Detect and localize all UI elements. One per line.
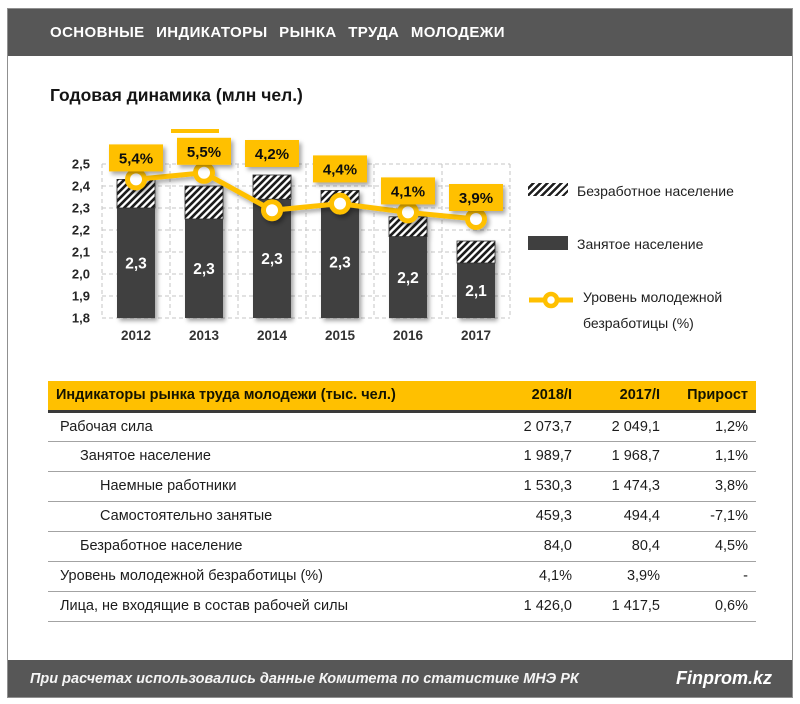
row-label: Безработное население [48,531,488,562]
col-header-growth: Прирост [668,381,756,413]
value-growth: 1,1% [668,441,756,472]
legend-label: Безработное население [577,183,734,199]
brand-logo: Finprom.kz [675,668,772,688]
table-title: Индикаторы рынка труда молодежи (тыс. че… [48,381,488,413]
value-growth: 0,6% [668,591,756,622]
value-growth: 4,5% [668,531,756,562]
svg-text:2014: 2014 [257,328,288,343]
value-growth: 1,2% [668,411,756,442]
svg-text:2,2: 2,2 [397,270,419,287]
table-row: Безработное население 84,0 80,4 4,5% [48,531,756,562]
svg-text:5,4%: 5,4% [119,150,153,167]
table-row: Занятое население 1 989,7 1 968,7 1,1% [48,441,756,472]
chart-legend: Безработное население Занятое население … [528,179,773,336]
svg-text:2015: 2015 [325,328,356,343]
row-label: Наемные работники [48,471,488,502]
svg-text:2,3: 2,3 [72,201,90,216]
value-2018: 1 530,3 [488,471,580,502]
svg-text:2,3: 2,3 [125,256,147,273]
value-2018: 4,1% [488,561,580,592]
value-2017: 2 049,1 [580,411,668,442]
svg-text:2012: 2012 [121,328,151,343]
table-row: Наемные работники 1 530,3 1 474,3 3,8% [48,471,756,502]
page-title: ОСНОВНЫЕ ИНДИКАТОРЫ РЫНКА ТРУДА МОЛОДЕЖИ [50,24,505,41]
svg-text:2,1: 2,1 [465,283,487,300]
line-marker-swatch-icon [529,292,573,309]
table-row: Рабочая сила 2 073,7 2 049,1 1,2% [48,411,756,442]
col-header-2017: 2017/I [580,381,668,413]
footer-bar: При расчетах использовались данные Комит… [8,660,792,697]
value-growth: 3,8% [668,471,756,502]
value-growth: - [668,561,756,592]
svg-text:1,8: 1,8 [72,311,90,326]
value-growth: -7,1% [668,501,756,532]
value-2017: 1 474,3 [580,471,668,502]
svg-text:4,1%: 4,1% [391,183,425,200]
svg-text:4,2%: 4,2% [255,146,289,163]
value-2017: 1 417,5 [580,591,668,622]
svg-text:2,3: 2,3 [261,251,283,268]
svg-text:2,3: 2,3 [329,254,351,271]
combo-chart: 2,5 2,4 2,3 2,2 2,1 2,0 1,9 1,8 2,3 2012 2,3 2013 2,… [72,137,511,343]
svg-text:2,1: 2,1 [72,245,90,260]
title-accent-line [171,129,219,133]
solid-swatch-icon [528,236,568,251]
svg-text:2,3: 2,3 [193,261,215,278]
value-2017: 80,4 [580,531,668,562]
legend-label: Уровень молодежной безработицы (%) [583,289,723,331]
svg-text:1,9: 1,9 [72,289,90,304]
row-label: Лица, не входящие в состав рабочей силы [48,591,488,622]
svg-text:2016: 2016 [393,328,424,343]
value-2018: 1 426,0 [488,591,580,622]
legend-item-employed: Занятое население [528,232,773,257]
legend-item-unemployed: Безработное население [528,179,773,204]
row-label: Самостоятельно занятые [48,501,488,532]
value-2018: 459,3 [488,501,580,532]
table-header-row: Индикаторы рынка труда молодежи (тыс. че… [48,381,756,413]
svg-text:2017: 2017 [461,328,491,343]
source-note: При расчетах использовались данные Комит… [30,670,579,687]
infographic-frame: ОСНОВНЫЕ ИНДИКАТОРЫ РЫНКА ТРУДА МОЛОДЕЖИ… [7,8,793,698]
legend-label: Занятое население [577,236,704,253]
table-row: Лица, не входящие в состав рабочей силы 1… [48,591,756,622]
row-label: Уровень молодежной безработицы (%) [48,561,488,592]
value-2018: 1 989,7 [488,441,580,472]
svg-text:2,0: 2,0 [72,267,90,282]
svg-text:4,4%: 4,4% [323,161,357,178]
value-2018: 2 073,7 [488,411,580,442]
header-bar: ОСНОВНЫЕ ИНДИКАТОРЫ РЫНКА ТРУДА МОЛОДЕЖИ [8,9,792,56]
row-label: Рабочая сила [48,411,488,442]
legend-item-rate: Уровень молодежной безработицы (%) [528,285,773,335]
svg-text:3,9%: 3,9% [459,190,493,207]
svg-text:2,2: 2,2 [72,223,90,238]
chart-title: Годовая динамика (млн чел.) [50,85,303,105]
svg-text:5,5%: 5,5% [187,144,221,161]
hatched-swatch-icon [528,183,568,196]
value-2017: 3,9% [580,561,668,592]
value-2017: 494,4 [580,501,668,532]
indicators-table: Индикаторы рынка труда молодежи (тыс. че… [48,381,756,622]
svg-text:2,4: 2,4 [72,179,91,194]
row-label: Занятое население [48,441,488,472]
value-2018: 84,0 [488,531,580,562]
svg-text:2013: 2013 [189,328,220,343]
table-row: Самостоятельно занятые 459,3 494,4 -7,1% [48,501,756,532]
table-row: Уровень молодежной безработицы (%) 4,1% 3,… [48,561,756,592]
svg-text:2,5: 2,5 [72,157,90,172]
value-2017: 1 968,7 [580,441,668,472]
col-header-2018: 2018/I [488,381,580,413]
chart-area: 2,5 2,4 2,3 2,2 2,1 2,0 1,9 1,8 2,3 2012 2,3 2013 2,… [40,124,788,374]
